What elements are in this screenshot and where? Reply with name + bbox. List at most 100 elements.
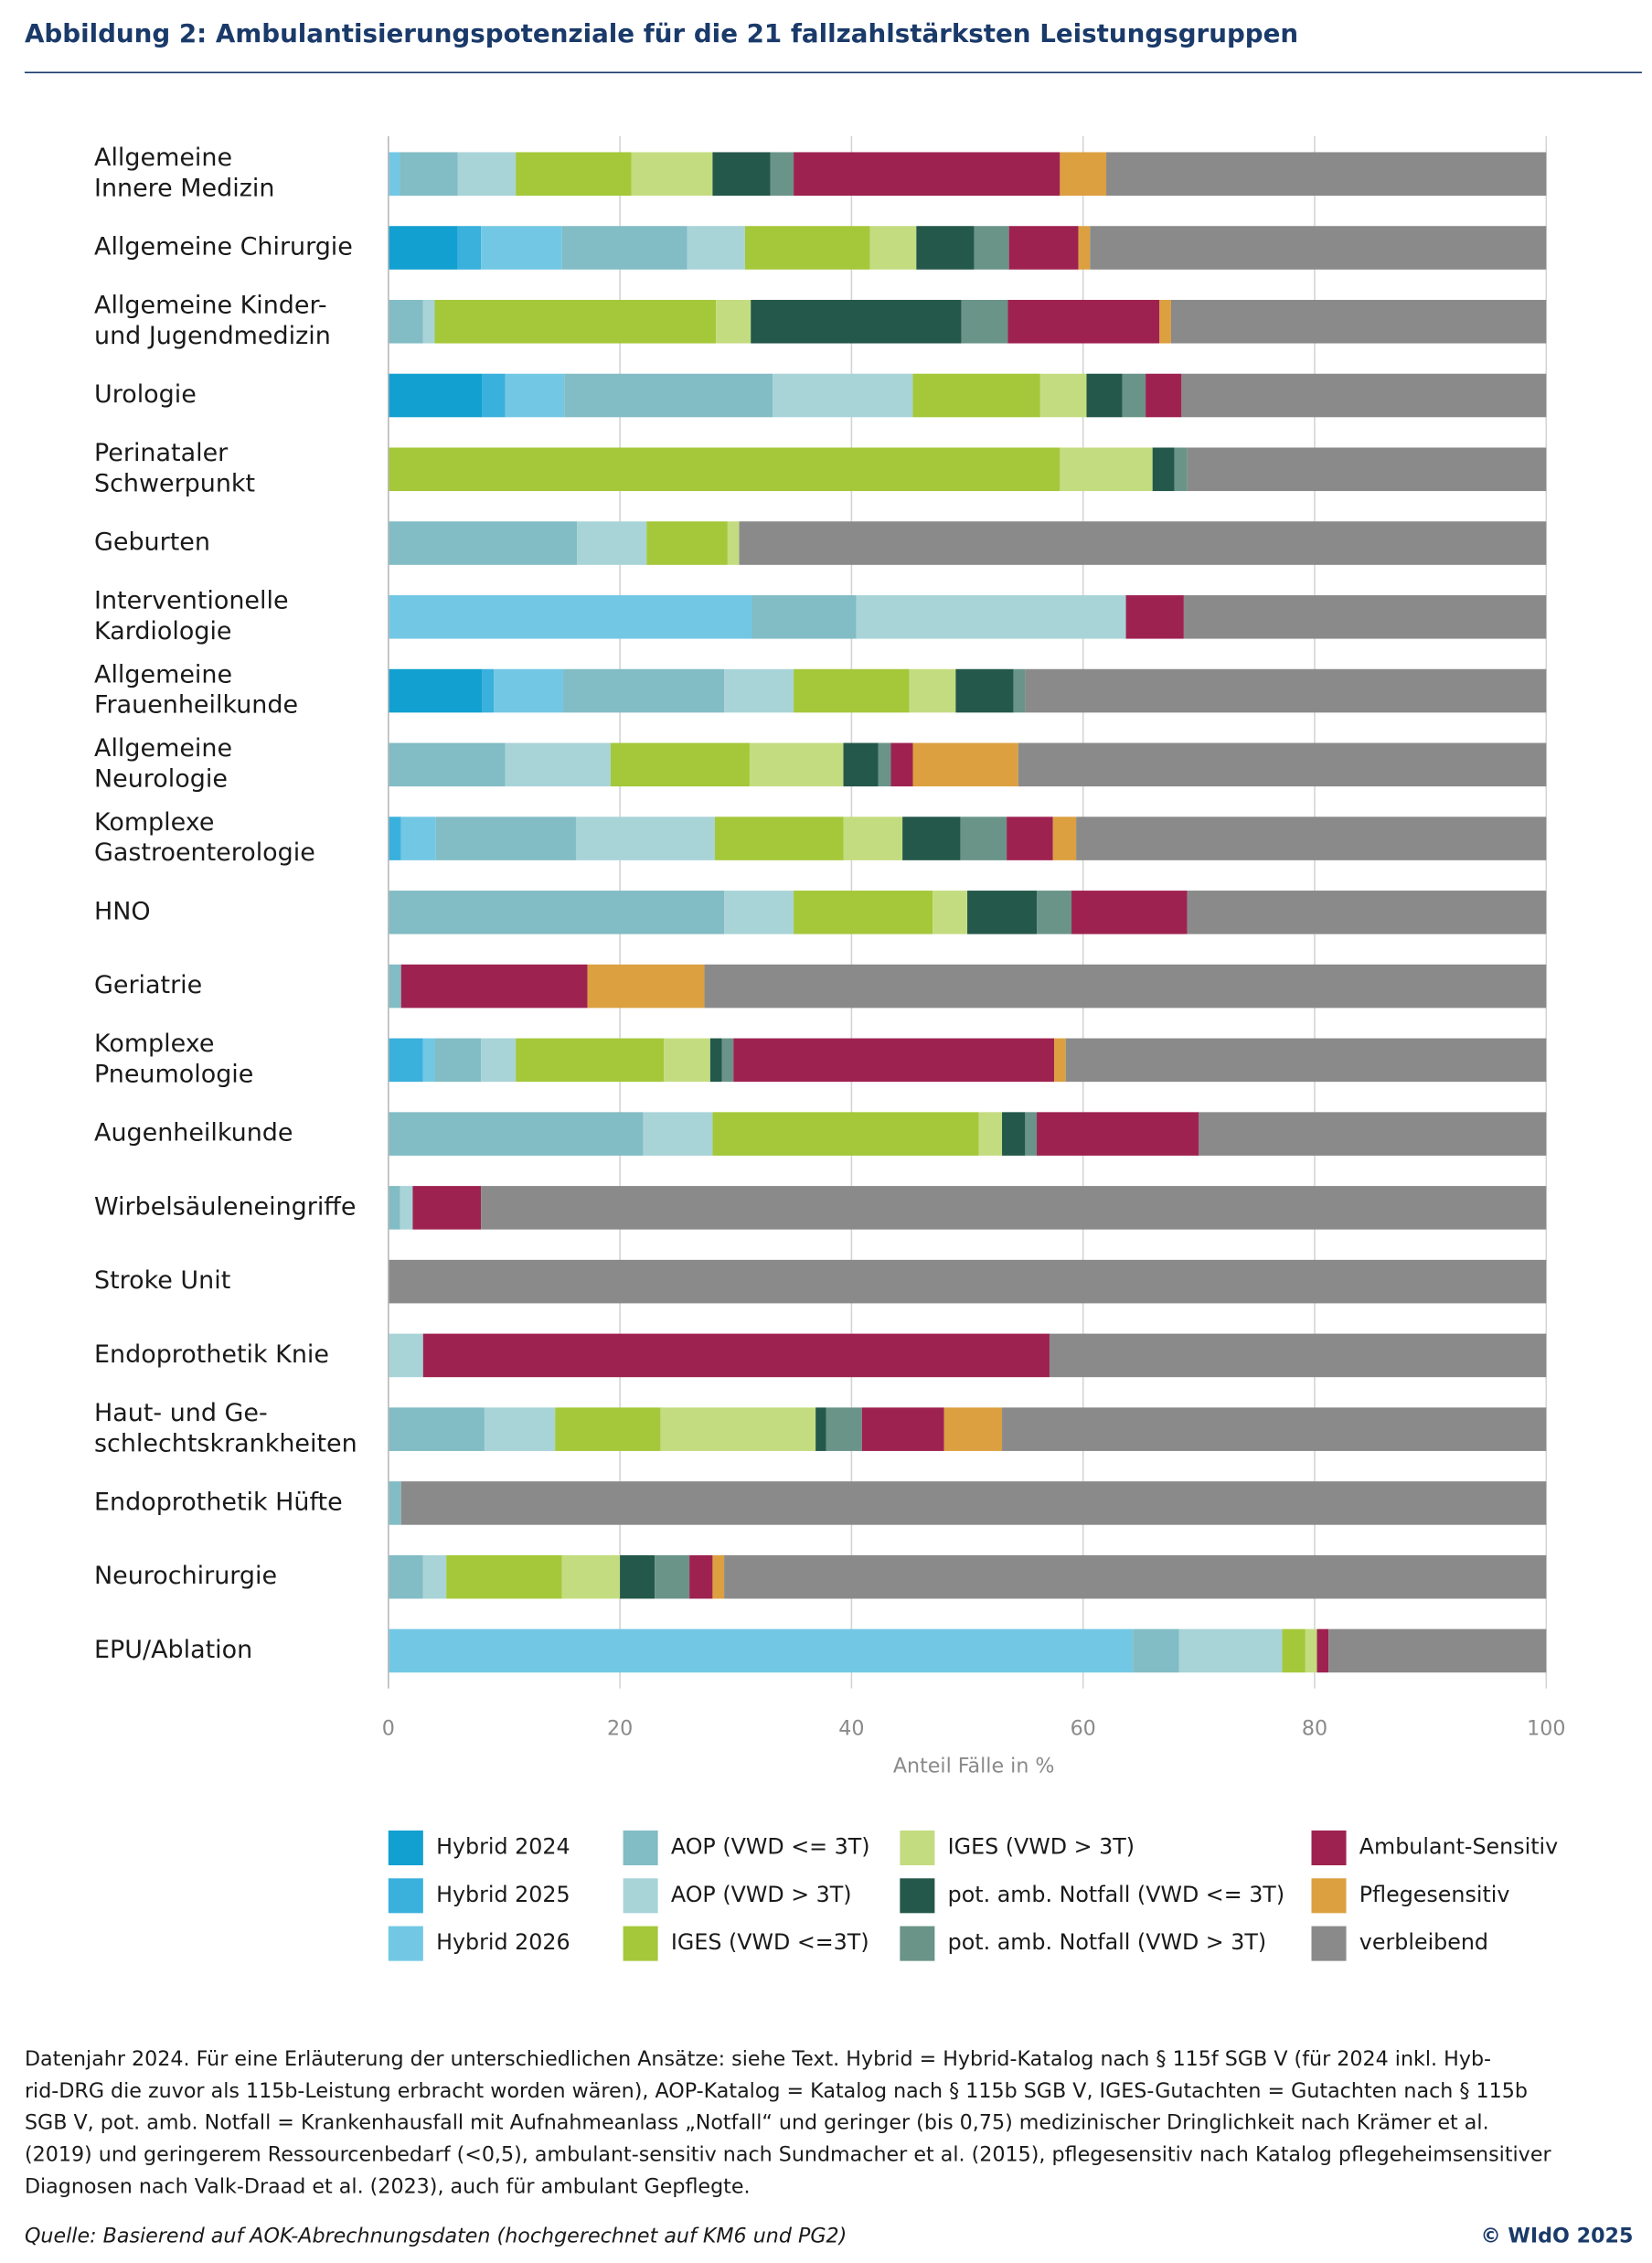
category-label: Wirbelsäuleneingriffe (94, 1192, 356, 1221)
bar-segment (856, 595, 1126, 639)
category-label: schlechtskrankheiten (94, 1429, 357, 1457)
copyright: © WIdO 2025 (1481, 2224, 1634, 2247)
bar-segment (1039, 373, 1087, 418)
bar-segment (826, 1407, 862, 1451)
bar-segment (481, 1186, 1547, 1230)
legend-swatch (900, 1830, 935, 1866)
category-label: Augenheilkunde (94, 1119, 293, 1148)
legend-swatch (388, 1926, 423, 1961)
bar-segment (1002, 1407, 1547, 1451)
bar-segment (1013, 668, 1026, 713)
legend-swatch (1311, 1926, 1347, 1961)
bar-segment (1122, 373, 1146, 418)
bar-segment (434, 299, 717, 344)
footnote: Diagnosen nach Valk-Draad et al. (2023),… (25, 2174, 751, 2198)
bar-segment (1187, 891, 1547, 934)
bar-segment (388, 1407, 485, 1451)
bar-segment (516, 1038, 665, 1083)
bar-segment (721, 1038, 734, 1083)
bar-segment (610, 742, 750, 787)
bar-segment (1071, 891, 1188, 934)
legend-label: pot. amb. Notfall (VWD > 3T) (948, 1929, 1267, 1955)
bar-segment (943, 1407, 1003, 1451)
bar-segment (933, 891, 968, 934)
category-label: Innere Medizin (94, 174, 274, 202)
legend-swatch (1311, 1878, 1347, 1914)
category-label: Komplexe (94, 808, 214, 837)
legend-swatch (388, 1830, 423, 1866)
bar-segment (689, 1554, 713, 1599)
legend-label: IGES (VWD <=3T) (671, 1929, 869, 1955)
x-tick-label: 40 (838, 1717, 864, 1741)
bar-segment (744, 226, 870, 270)
legend-swatch (1311, 1830, 1347, 1866)
bar-segment (869, 226, 917, 270)
bar-segment (890, 742, 913, 787)
bar-segment (400, 817, 436, 860)
bar-segment (481, 226, 562, 270)
category-label: EPU/Ablation (94, 1636, 252, 1664)
bar-segment (916, 226, 975, 270)
bar-segment (712, 1554, 725, 1599)
category-label: Allgemeine (94, 144, 232, 172)
legend-swatch (388, 1878, 423, 1914)
bar-segment (974, 226, 1009, 270)
bar-segment (714, 817, 844, 860)
bar-segment (1282, 1628, 1306, 1673)
bar-segment (843, 742, 879, 787)
bar-segment (1060, 447, 1153, 492)
chart-title: Abbildung 2: Ambulantisierungspotenziale… (25, 18, 1298, 48)
bar-segment (631, 152, 713, 197)
x-tick-label: 0 (382, 1717, 395, 1741)
bar-segment (1090, 226, 1547, 270)
bar-segment (646, 521, 728, 565)
bar-segment (961, 299, 1008, 344)
x-tick-label: 20 (607, 1717, 633, 1741)
bar-segment (909, 668, 956, 713)
bar-segment (724, 668, 794, 713)
bar-segment (1106, 152, 1547, 197)
bar-segment (388, 742, 506, 787)
bar-segment (1125, 595, 1184, 639)
bar-segment (687, 226, 745, 270)
bar-segment (422, 299, 435, 344)
legend-swatch (623, 1830, 658, 1866)
bar-segment (388, 226, 458, 270)
category-label: und Jugendmedizin (94, 322, 331, 350)
legend-label: Hybrid 2024 (436, 1834, 570, 1860)
bar-segment (484, 1407, 556, 1451)
bar-segment (388, 1038, 423, 1083)
category-label: Allgemeine (94, 660, 232, 689)
legend-swatch (623, 1878, 658, 1914)
bar-segment (422, 1333, 1050, 1378)
bar-segment (843, 817, 903, 860)
legend-label: IGES (VWD > 3T) (948, 1834, 1135, 1860)
bar-segment (773, 373, 913, 418)
bar-segment (815, 1407, 826, 1451)
bar-segment (1052, 817, 1077, 860)
bar-segment (388, 373, 483, 418)
legend-label: Hybrid 2026 (436, 1929, 570, 1955)
legend-label: Ambulant-Sensitiv (1359, 1834, 1558, 1860)
bar-segment (1054, 1038, 1066, 1083)
bar-segment (749, 742, 844, 787)
category-label: Endoprothetik Knie (94, 1340, 329, 1369)
x-tick-label: 100 (1527, 1717, 1565, 1741)
bar-segment (794, 891, 933, 934)
bar-segment (1008, 226, 1079, 270)
bar-segment (1316, 1628, 1329, 1673)
category-label: Neurologie (94, 764, 228, 793)
bar-segment (1183, 595, 1547, 639)
bar-segment (664, 1038, 710, 1083)
bar-segment (388, 891, 725, 934)
bar-segment (1076, 817, 1547, 860)
bar-segment (716, 299, 751, 344)
bar-segment (575, 817, 715, 860)
bar-segment (1007, 299, 1160, 344)
bar-segment (388, 1554, 423, 1599)
bar-segment (412, 1186, 482, 1230)
category-label: Geriatrie (94, 971, 202, 999)
bar-segment (960, 817, 1007, 860)
bar-segment (482, 373, 506, 418)
